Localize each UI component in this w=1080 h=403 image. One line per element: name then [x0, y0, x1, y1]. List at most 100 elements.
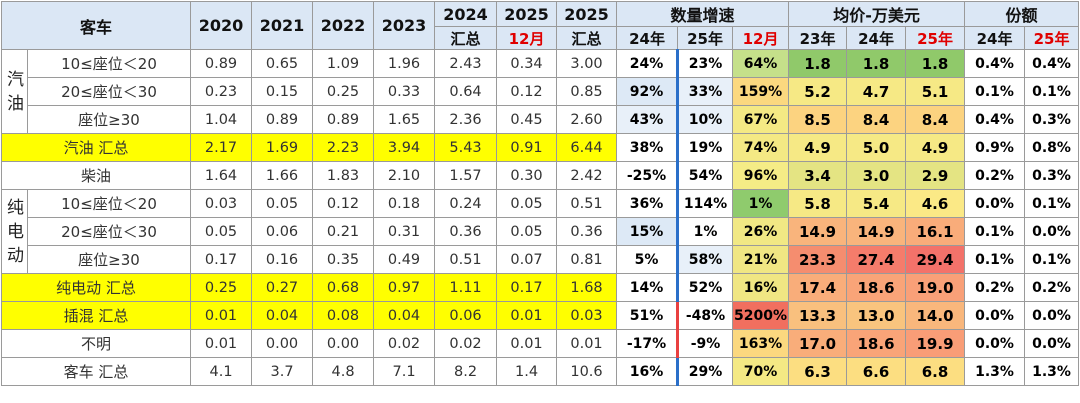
row-label: 客车 汇总	[0, 357, 192, 386]
value-cell: 0.89	[312, 105, 375, 134]
growth-25-cell: 114%	[676, 189, 734, 218]
share-cell: 0.0%	[964, 301, 1026, 330]
growth-12m-cell: 5200%	[732, 301, 790, 330]
price-cell: 6.6	[846, 357, 907, 386]
col-2024: 2024	[434, 1, 498, 27]
passenger-bus-table: 客车 2020 2021 2022 2023 2024 2025 2025 数量…	[0, 1, 1080, 386]
value-cell: 0.01	[190, 329, 253, 358]
price-cell: 5.4	[846, 189, 907, 218]
table-row: 20≤座位＜30 0.05 0.06 0.21 0.31 0.36 0.05 0.36 15% 1…	[2, 217, 1080, 246]
growth-12m-cell: 1%	[732, 189, 790, 218]
price-cell: 4.7	[846, 77, 907, 106]
col-2024-sub: 汇总	[434, 26, 498, 50]
share-cell: 0.0%	[1024, 329, 1080, 358]
price-cell: 4.9	[905, 133, 966, 162]
value-cell: 0.35	[312, 245, 375, 274]
price-cell: 14.9	[846, 217, 907, 246]
value-cell: 0.03	[556, 301, 618, 330]
row-label: 汽油 汇总	[0, 133, 192, 162]
growth-12m-cell: 96%	[732, 161, 790, 190]
value-cell: 3.00	[556, 49, 618, 78]
share-cell: 0.2%	[964, 273, 1026, 302]
share-cell: 0.4%	[1024, 49, 1080, 78]
growth-25: 25年	[677, 26, 734, 50]
table-body: 汽油 10≤座位＜20 0.89 0.65 1.09 1.96 2.43 0.34 3.00 24…	[0, 49, 1080, 386]
growth-24-cell: 15%	[616, 217, 679, 246]
share-cell: 0.3%	[1024, 161, 1080, 190]
value-cell: 0.23	[190, 77, 253, 106]
price-cell: 14.9	[788, 217, 848, 246]
value-cell: 2.42	[556, 161, 618, 190]
value-cell: 0.12	[496, 77, 558, 106]
value-cell: 0.02	[373, 329, 436, 358]
share-cell: 1.3%	[964, 357, 1026, 386]
value-cell: 3.94	[373, 133, 436, 162]
growth-12m-cell: 163%	[732, 329, 790, 358]
price-cell: 18.6	[846, 273, 907, 302]
price-cell: 4.9	[788, 133, 848, 162]
value-cell: 10.6	[556, 357, 618, 386]
value-cell: 4.8	[312, 357, 375, 386]
value-cell: 4.1	[190, 357, 253, 386]
value-cell: 0.06	[251, 217, 314, 246]
row-label: 20≤座位＜30	[26, 217, 192, 246]
growth-24-cell: 51%	[616, 301, 679, 330]
growth-24-cell: 24%	[616, 49, 679, 78]
header-row-2: 汇总 12月 汇总 24年 25年 12月 23年 24年 25年 24年 25…	[2, 26, 1080, 50]
value-cell: 0.27	[251, 273, 314, 302]
row-label: 座位≥30	[26, 105, 192, 134]
value-cell: 0.85	[556, 77, 618, 106]
table-row: 纯电动 10≤座位＜20 0.03 0.05 0.12 0.18 0.24 0.05 0.51 3…	[1, 189, 1080, 274]
row-label: 10≤座位＜20	[26, 189, 192, 218]
value-cell: 1.4	[496, 357, 558, 386]
growth-12m-cell: 26%	[732, 217, 790, 246]
price-cell: 8.5	[788, 105, 848, 134]
value-cell: 1.66	[251, 161, 314, 190]
growth-25-cell: 10%	[676, 105, 734, 134]
value-cell: 2.36	[434, 105, 498, 134]
price-cell: 27.4	[846, 245, 907, 274]
value-cell: 0.16	[251, 245, 314, 274]
value-cell: 0.15	[251, 77, 314, 106]
price-cell: 16.1	[905, 217, 966, 246]
value-cell: 1.11	[434, 273, 498, 302]
value-cell: 2.60	[556, 105, 618, 134]
table-title: 客车	[0, 1, 192, 50]
share-cell: 0.2%	[964, 161, 1026, 190]
share-cell: 0.0%	[1024, 217, 1080, 246]
row-label: 纯电动 汇总	[0, 273, 192, 302]
value-cell: 3.7	[251, 357, 314, 386]
growth-24-cell: -25%	[616, 161, 679, 190]
share-cell: 0.1%	[964, 217, 1026, 246]
price-24: 24年	[846, 26, 907, 50]
growth-25-cell: 1%	[676, 217, 734, 246]
value-cell: 0.64	[434, 77, 498, 106]
price-cell: 5.0	[846, 133, 907, 162]
growth-25-cell: 19%	[676, 133, 734, 162]
group-ev: 纯电动	[1, 189, 28, 274]
value-cell: 2.43	[434, 49, 498, 78]
value-cell: 8.2	[434, 357, 498, 386]
value-cell: 0.05	[190, 217, 253, 246]
value-cell: 2.17	[190, 133, 253, 162]
price-cell: 19.9	[905, 329, 966, 358]
growth-12m-cell: 64%	[732, 49, 790, 78]
price-cell: 3.0	[846, 161, 907, 190]
value-cell: 0.91	[496, 133, 558, 162]
price-cell: 6.8	[905, 357, 966, 386]
growth-24: 24年	[616, 26, 679, 50]
value-cell: 0.49	[373, 245, 436, 274]
value-cell: 0.31	[373, 217, 436, 246]
growth-25-cell: 23%	[676, 49, 734, 78]
growth-24-cell: 92%	[616, 77, 679, 106]
value-cell: 1.69	[251, 133, 314, 162]
growth-25-cell: 29%	[676, 357, 734, 386]
table-row: 汽油 汇总 2.17 1.69 2.23 3.94 5.43 0.91 6.44 38% 19% 7…	[0, 133, 1080, 162]
value-cell: 0.89	[251, 105, 314, 134]
growth-25-cell: 54%	[676, 161, 734, 190]
value-cell: 1.64	[190, 161, 253, 190]
col-2021: 2021	[251, 1, 314, 50]
col-2025-total-sub: 汇总	[556, 26, 618, 50]
growth-header: 数量增速	[616, 1, 790, 27]
value-cell: 0.81	[556, 245, 618, 274]
